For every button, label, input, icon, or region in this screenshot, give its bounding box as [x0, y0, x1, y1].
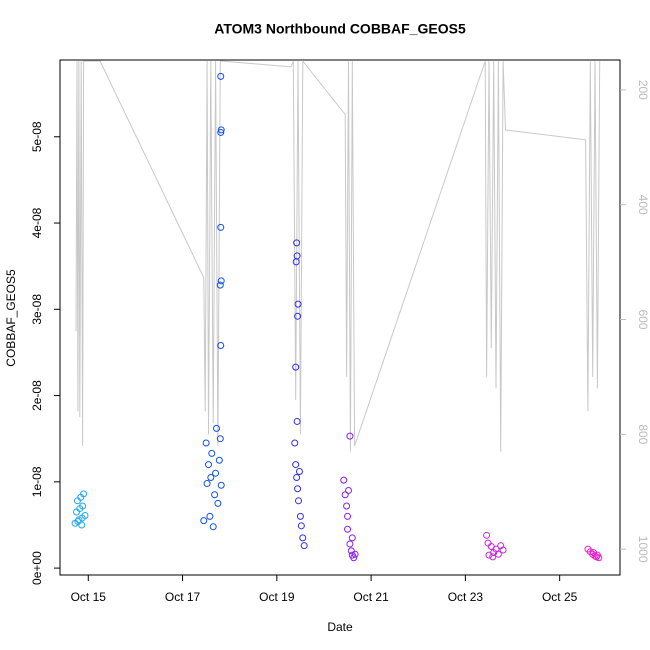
- pressure-line: [75, 60, 601, 452]
- data-point: [217, 277, 225, 285]
- data-point: [78, 514, 86, 522]
- y2-tick-label: 200: [636, 80, 650, 100]
- data-point: [72, 508, 80, 516]
- y-tick-label: 0e+00: [30, 551, 44, 585]
- data-point: [217, 481, 225, 489]
- data-point: [344, 486, 352, 494]
- data-point: [211, 491, 219, 499]
- chart-title: ATOM3 Northbound COBBAF_GEOS5: [214, 21, 466, 37]
- data-point: [202, 439, 210, 447]
- data-point: [297, 522, 305, 530]
- data-point: [292, 363, 300, 371]
- data-point: [217, 342, 225, 350]
- data-point: [74, 518, 82, 526]
- data-point: [346, 432, 354, 440]
- data-point: [292, 258, 300, 266]
- data-point: [294, 300, 302, 308]
- y-tick-label: 1e-08: [30, 466, 44, 497]
- y-tick-label: 3e-08: [30, 294, 44, 325]
- plot-box: [59, 59, 621, 576]
- data-point: [293, 474, 301, 482]
- data-point: [209, 523, 217, 531]
- data-point: [296, 512, 304, 520]
- data-point: [300, 542, 308, 550]
- data-point: [204, 461, 212, 469]
- data-point: [344, 512, 352, 520]
- data-point: [212, 424, 220, 432]
- data-point: [295, 497, 303, 505]
- data-point: [483, 531, 491, 539]
- point-layer: [71, 72, 603, 562]
- data-point: [216, 281, 224, 289]
- data-point: [595, 554, 603, 562]
- data-point: [484, 539, 492, 547]
- y-tick-label: 5e-08: [30, 121, 44, 152]
- data-point: [203, 480, 211, 488]
- data-point: [347, 547, 355, 555]
- data-point: [494, 550, 502, 558]
- x-tick-label: Oct 19: [259, 590, 295, 604]
- data-point: [351, 550, 359, 558]
- x-tick-label: Oct 17: [165, 590, 201, 604]
- data-point: [299, 534, 307, 542]
- data-point: [350, 554, 358, 562]
- data-point: [293, 417, 301, 425]
- x-tick-label: Oct 23: [448, 590, 484, 604]
- data-point: [489, 553, 497, 561]
- data-point: [343, 502, 351, 510]
- y-axis-title: COBBAF_GEOS5: [4, 269, 18, 367]
- data-point: [79, 502, 87, 510]
- data-point: [217, 126, 225, 134]
- data-point: [215, 456, 223, 464]
- data-point: [294, 312, 302, 320]
- y-tick-label: 4e-08: [30, 207, 44, 238]
- data-point: [207, 474, 215, 482]
- data-point: [341, 491, 349, 499]
- y2-tick-label: 800: [636, 424, 650, 444]
- data-point: [499, 546, 507, 554]
- y2-tick-label: 400: [636, 195, 650, 215]
- data-point: [295, 467, 303, 475]
- line-layer: [75, 60, 601, 452]
- data-point: [292, 461, 300, 469]
- y2-tick-label: 600: [636, 309, 650, 329]
- x-tick-label: Oct 21: [353, 590, 389, 604]
- data-point: [78, 521, 86, 529]
- data-point: [293, 239, 301, 247]
- x-tick-label: Oct 15: [71, 590, 107, 604]
- data-point: [216, 435, 224, 443]
- data-point: [346, 540, 354, 548]
- data-point: [490, 549, 498, 557]
- y2-tick-label: 1000: [636, 536, 650, 563]
- x-tick-label: Oct 25: [542, 590, 578, 604]
- data-point: [208, 449, 216, 457]
- data-point: [291, 439, 299, 447]
- data-point: [217, 128, 225, 136]
- data-point: [200, 517, 208, 525]
- data-point: [217, 72, 225, 80]
- data-point: [348, 534, 356, 542]
- y-tick-label: 2e-08: [30, 380, 44, 411]
- data-point: [212, 469, 220, 477]
- data-point: [206, 512, 214, 520]
- data-point: [344, 525, 352, 533]
- data-point: [73, 497, 81, 505]
- data-point: [80, 490, 88, 498]
- data-point: [214, 499, 222, 507]
- data-point: [294, 485, 302, 493]
- data-point: [340, 476, 348, 484]
- x-axis-title: Date: [327, 620, 353, 634]
- data-point: [217, 223, 225, 231]
